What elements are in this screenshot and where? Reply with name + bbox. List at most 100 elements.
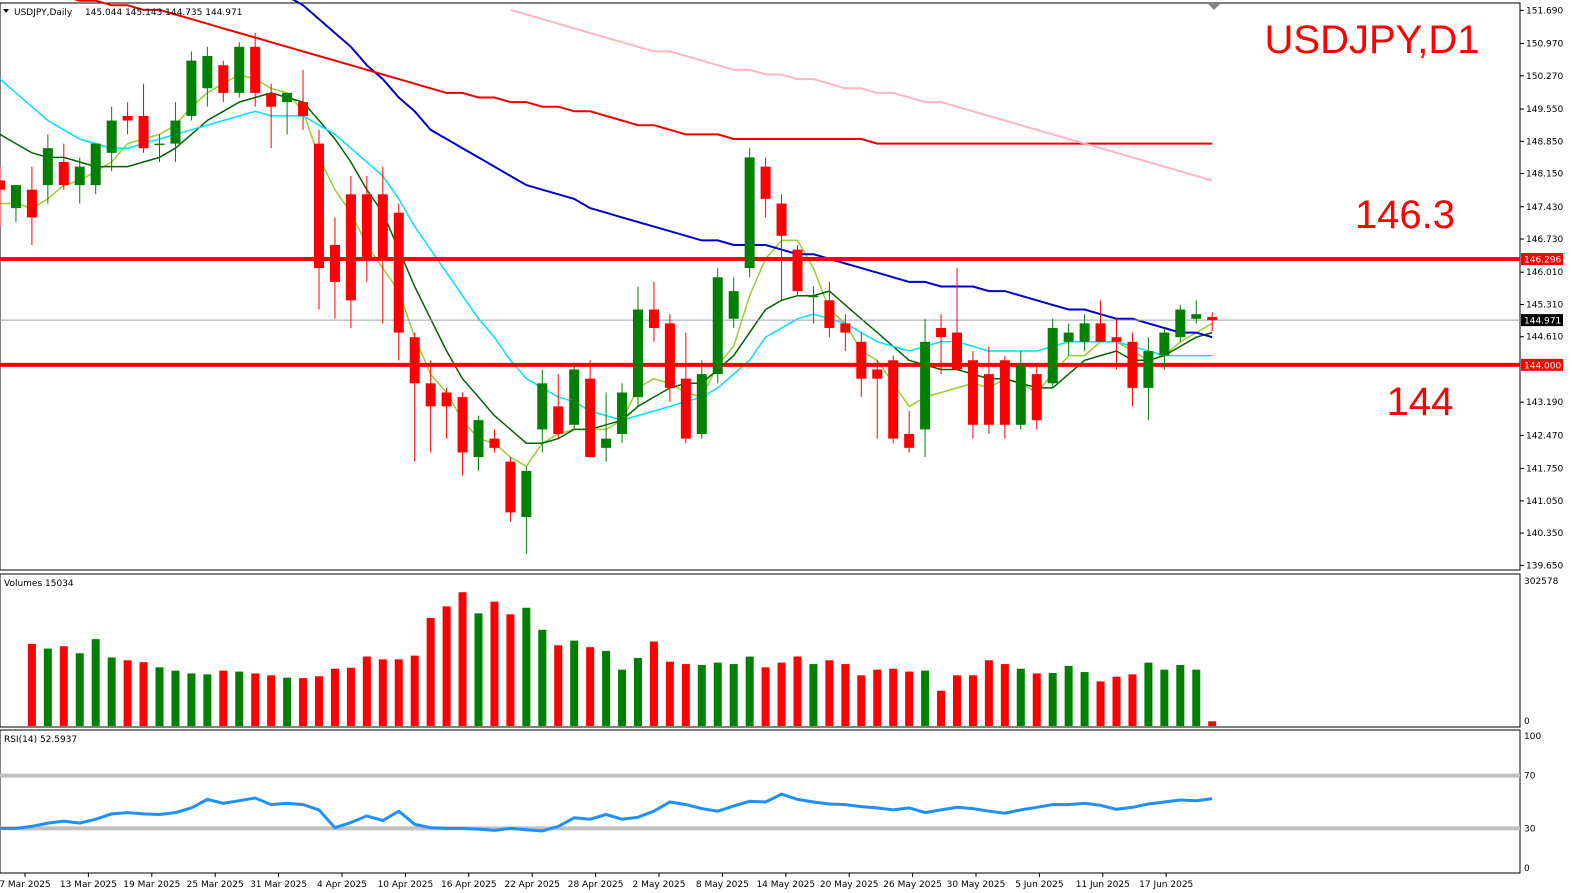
candle[interactable]	[218, 60, 229, 103]
candle[interactable]	[106, 106, 117, 172]
candle[interactable]	[601, 392, 612, 462]
candle[interactable]	[856, 332, 867, 398]
candle[interactable]	[585, 360, 596, 458]
candle[interactable]	[537, 369, 548, 453]
candle[interactable]	[1111, 318, 1122, 370]
volume-bar[interactable]	[570, 640, 579, 726]
volume-bar[interactable]	[841, 664, 850, 726]
volume-bar[interactable]	[681, 664, 690, 726]
volume-bar[interactable]	[1208, 721, 1217, 726]
candle[interactable]	[680, 332, 691, 444]
candle[interactable]	[186, 51, 197, 121]
volume-bar[interactable]	[251, 673, 260, 726]
volume-bar[interactable]	[490, 601, 499, 726]
candle[interactable]	[824, 281, 835, 338]
candle[interactable]	[872, 360, 883, 439]
candle[interactable]	[409, 332, 420, 462]
candle[interactable]	[170, 102, 181, 163]
volume-bar[interactable]	[442, 606, 451, 726]
candle[interactable]	[473, 415, 484, 471]
volume-bar[interactable]	[538, 629, 547, 726]
volume-bar[interactable]	[1176, 664, 1185, 726]
volume-bar[interactable]	[1160, 669, 1169, 726]
candle[interactable]	[521, 466, 532, 554]
date-axis[interactable]: 7 Mar 2025 13 Mar 2025 19 Mar 2025 25 Mar 2…	[0, 873, 1193, 890]
candle[interactable]	[58, 143, 69, 190]
candle[interactable]	[664, 314, 675, 402]
volume-bar[interactable]	[602, 650, 611, 726]
candle[interactable]	[952, 268, 962, 370]
volume-bar[interactable]	[554, 645, 563, 726]
volume-bar[interactable]	[1112, 676, 1121, 726]
candle[interactable]	[138, 83, 149, 153]
candle[interactable]	[457, 392, 468, 476]
candle[interactable]	[377, 166, 388, 324]
collapse-triangle-icon[interactable]	[3, 9, 9, 13]
volume-bar[interactable]	[43, 648, 52, 726]
candle[interactable]	[1095, 300, 1106, 342]
volume-bar[interactable]	[729, 664, 738, 726]
volume-bar[interactable]	[1032, 673, 1041, 726]
candle[interactable]	[1207, 312, 1218, 332]
volume-bar[interactable]	[586, 647, 595, 726]
candle[interactable]	[393, 203, 404, 361]
candle[interactable]	[1143, 337, 1154, 421]
candle[interactable]	[696, 360, 707, 439]
price-axis[interactable]: 151.690 150.970 150.270 149.550 148.850 148.1…	[1520, 6, 1563, 571]
volume-bar[interactable]	[905, 671, 914, 726]
candle[interactable]	[569, 364, 580, 430]
volume-bar[interactable]	[825, 660, 834, 726]
candle[interactable]	[266, 83, 277, 149]
volume-bar[interactable]	[1192, 669, 1201, 726]
volume-bar[interactable]	[299, 678, 308, 726]
volume-bar[interactable]	[777, 662, 786, 726]
volume-bar[interactable]	[171, 670, 180, 726]
candle[interactable]	[760, 157, 771, 218]
candle[interactable]	[10, 185, 21, 222]
volume-bar[interactable]	[857, 675, 866, 726]
candle[interactable]	[904, 410, 915, 453]
volume-bar[interactable]	[793, 656, 802, 726]
candle[interactable]	[250, 32, 261, 107]
volume-bar[interactable]	[283, 677, 292, 726]
candle[interactable]	[234, 42, 245, 98]
volume-bar[interactable]	[697, 664, 706, 726]
volume-bar[interactable]	[968, 675, 977, 726]
volume-bar[interactable]	[362, 656, 371, 726]
volume-bar[interactable]	[187, 673, 196, 726]
candle[interactable]	[1127, 332, 1138, 407]
candle[interactable]	[1159, 327, 1170, 370]
candle[interactable]	[1079, 314, 1090, 352]
candle[interactable]	[744, 148, 755, 278]
candle[interactable]	[298, 69, 309, 130]
candle[interactable]	[329, 217, 340, 319]
volume-bar[interactable]	[618, 669, 627, 726]
volume-bar[interactable]	[665, 661, 674, 726]
volume-bar[interactable]	[219, 670, 228, 726]
volume-bar[interactable]	[123, 660, 132, 726]
volume-bar[interactable]	[235, 671, 244, 726]
volume-bar[interactable]	[75, 653, 84, 726]
candle[interactable]	[712, 268, 723, 384]
candle[interactable]	[1063, 323, 1074, 356]
volume-bar[interactable]	[410, 655, 419, 726]
candle[interactable]	[282, 92, 293, 135]
candle[interactable]	[0, 166, 5, 227]
candle[interactable]	[154, 134, 165, 163]
candle[interactable]	[553, 374, 564, 439]
volume-bar[interactable]	[761, 667, 770, 726]
volume-bar[interactable]	[745, 656, 754, 726]
volume-bar[interactable]	[1064, 665, 1073, 726]
volume-bar[interactable]	[634, 657, 642, 726]
volume-bar[interactable]	[809, 664, 818, 726]
volume-bar[interactable]	[267, 675, 276, 726]
volume-bar[interactable]	[346, 667, 355, 726]
volume-bar[interactable]	[155, 667, 164, 726]
volume-bar[interactable]	[394, 659, 403, 726]
candle[interactable]	[936, 314, 947, 375]
candle[interactable]	[792, 245, 803, 296]
candle[interactable]	[202, 46, 213, 107]
volume-bar[interactable]	[713, 662, 722, 726]
scroll-marker-icon[interactable]	[1208, 4, 1220, 10]
